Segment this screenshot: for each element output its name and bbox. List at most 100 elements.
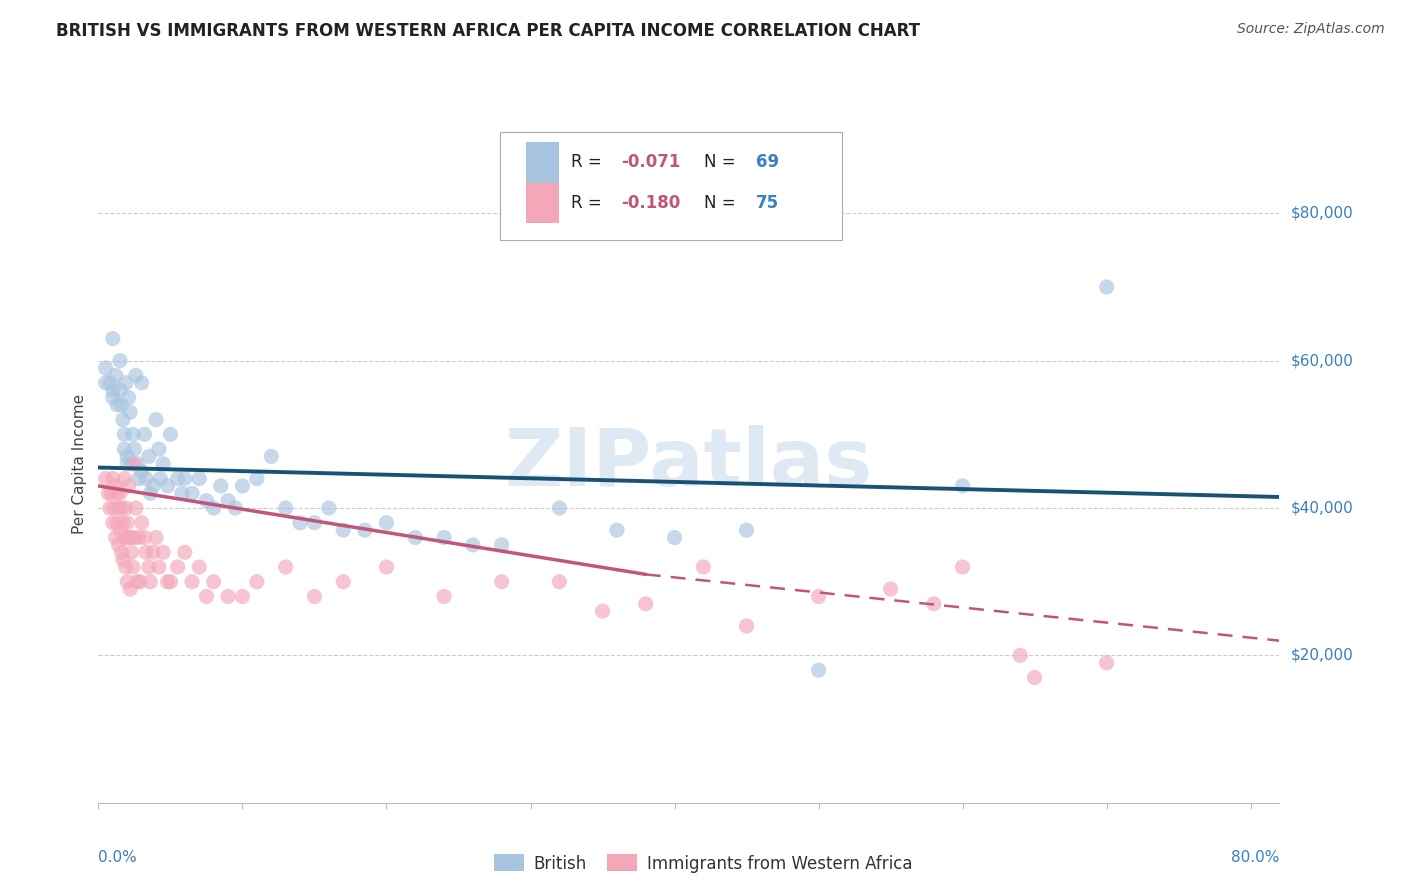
- Text: 80.0%: 80.0%: [1232, 850, 1279, 865]
- Legend: British, Immigrants from Western Africa: British, Immigrants from Western Africa: [486, 847, 920, 880]
- Point: [166, 560, 188, 574]
- Point: [156, 574, 179, 589]
- Point: [634, 597, 657, 611]
- Point: [952, 560, 974, 574]
- Point: [101, 472, 124, 486]
- Point: [105, 516, 128, 530]
- Point: [166, 472, 188, 486]
- Point: [1095, 656, 1118, 670]
- Point: [114, 560, 136, 574]
- Point: [139, 486, 162, 500]
- Point: [952, 479, 974, 493]
- Point: [304, 590, 326, 604]
- Point: [118, 531, 141, 545]
- Point: [110, 501, 132, 516]
- Point: [433, 531, 456, 545]
- Text: BRITISH VS IMMIGRANTS FROM WESTERN AFRICA PER CAPITA INCOME CORRELATION CHART: BRITISH VS IMMIGRANTS FROM WESTERN AFRIC…: [56, 22, 921, 40]
- Point: [274, 501, 297, 516]
- Point: [149, 472, 172, 486]
- Point: [108, 523, 131, 537]
- Point: [548, 501, 571, 516]
- Text: -0.071: -0.071: [621, 153, 681, 171]
- Point: [131, 376, 153, 390]
- Point: [131, 464, 153, 478]
- Point: [115, 450, 138, 464]
- Point: [375, 516, 398, 530]
- Point: [145, 412, 167, 426]
- Point: [807, 590, 830, 604]
- Point: [173, 545, 195, 559]
- Point: [101, 391, 124, 405]
- Point: [404, 531, 426, 545]
- Text: -0.180: -0.180: [621, 194, 681, 211]
- Text: N =: N =: [704, 153, 741, 171]
- Point: [124, 531, 146, 545]
- Point: [138, 450, 160, 464]
- Text: ZIPatlas: ZIPatlas: [505, 425, 873, 503]
- Point: [246, 472, 269, 486]
- Point: [120, 405, 142, 419]
- Point: [110, 398, 132, 412]
- Point: [115, 457, 138, 471]
- Point: [318, 501, 340, 516]
- Point: [202, 501, 225, 516]
- Point: [145, 531, 167, 545]
- Point: [461, 538, 484, 552]
- Point: [103, 501, 125, 516]
- Y-axis label: Per Capita Income: Per Capita Income: [72, 393, 87, 534]
- Point: [115, 516, 138, 530]
- Point: [159, 574, 181, 589]
- Point: [195, 493, 218, 508]
- Point: [112, 427, 135, 442]
- Point: [138, 560, 160, 574]
- Point: [188, 560, 211, 574]
- Point: [98, 376, 121, 390]
- Point: [195, 590, 218, 604]
- Point: [304, 516, 326, 530]
- Point: [100, 486, 122, 500]
- Point: [735, 523, 758, 537]
- Point: [121, 545, 143, 559]
- Text: N =: N =: [704, 194, 741, 211]
- Point: [104, 479, 127, 493]
- Point: [112, 472, 135, 486]
- Point: [217, 590, 239, 604]
- Point: [108, 353, 131, 368]
- Point: [159, 427, 181, 442]
- FancyBboxPatch shape: [501, 132, 842, 240]
- Point: [433, 590, 456, 604]
- Point: [135, 472, 157, 486]
- Point: [181, 574, 204, 589]
- Point: [114, 501, 136, 516]
- Text: 0.0%: 0.0%: [98, 850, 138, 865]
- Point: [94, 361, 117, 376]
- Point: [110, 545, 132, 559]
- Text: $80,000: $80,000: [1291, 206, 1354, 221]
- Point: [101, 383, 124, 397]
- Point: [209, 479, 232, 493]
- Point: [124, 457, 146, 471]
- Point: [139, 574, 162, 589]
- Point: [112, 442, 135, 456]
- Point: [156, 479, 179, 493]
- Point: [1095, 280, 1118, 294]
- Point: [107, 501, 129, 516]
- Point: [127, 457, 149, 471]
- Point: [125, 501, 148, 516]
- Point: [135, 545, 157, 559]
- Point: [246, 574, 269, 589]
- Point: [111, 412, 134, 426]
- Text: 69: 69: [756, 153, 779, 171]
- Point: [735, 619, 758, 633]
- Point: [121, 457, 143, 471]
- Point: [148, 442, 170, 456]
- Text: $60,000: $60,000: [1291, 353, 1354, 368]
- Point: [101, 332, 124, 346]
- Point: [108, 383, 131, 397]
- Point: [134, 531, 156, 545]
- Text: Source: ZipAtlas.com: Source: ZipAtlas.com: [1237, 22, 1385, 37]
- Point: [107, 538, 129, 552]
- Point: [101, 516, 124, 530]
- Point: [664, 531, 686, 545]
- Point: [114, 376, 136, 390]
